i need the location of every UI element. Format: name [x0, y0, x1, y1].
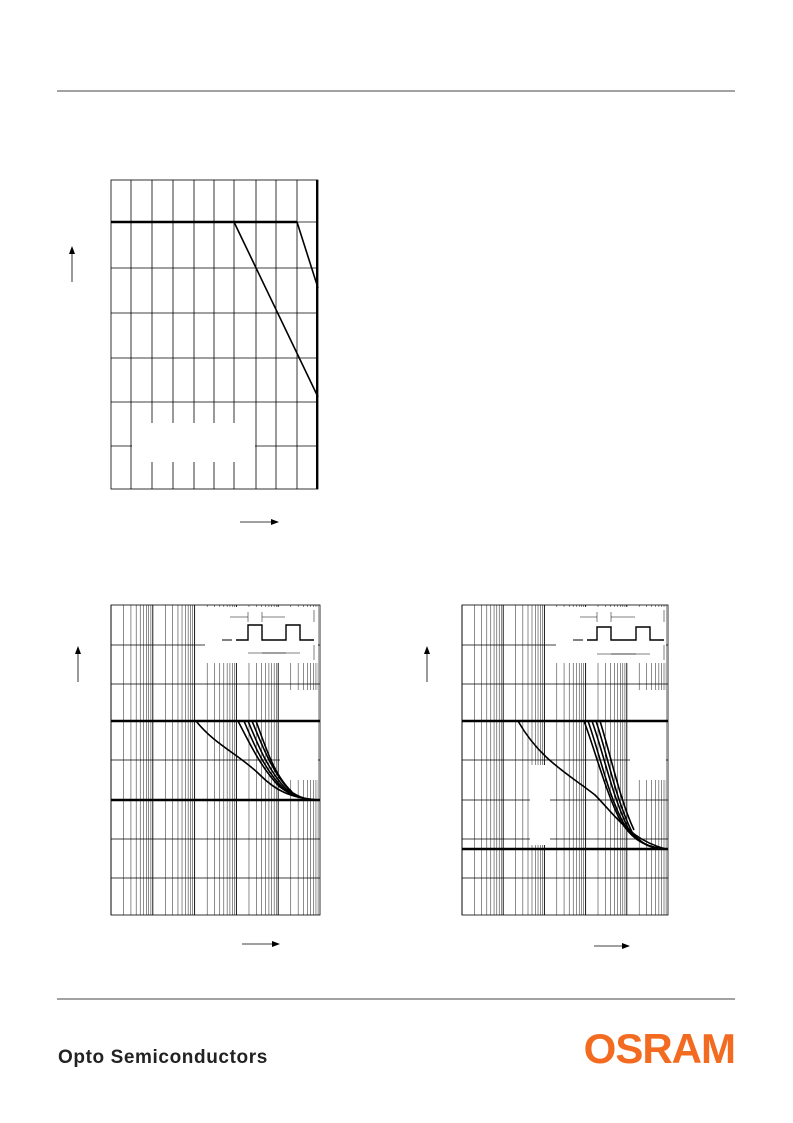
arrowhead [424, 646, 430, 654]
derating-chart [69, 179, 319, 525]
curve [595, 720, 667, 850]
arrowhead [271, 519, 279, 525]
pulse-inset [573, 610, 665, 660]
pulse-inset [222, 610, 315, 660]
label-area [530, 765, 550, 845]
label-area [280, 690, 318, 780]
label-area [630, 690, 666, 780]
label-area [132, 423, 255, 462]
arrowhead [75, 646, 81, 654]
pulse-chart [424, 604, 669, 949]
curve [599, 720, 635, 831]
arrowhead [622, 943, 630, 949]
pulse-chart [75, 604, 321, 947]
logo: OSRAM [584, 1025, 735, 1072]
arrowhead [272, 941, 280, 947]
curve [296, 221, 319, 289]
arrowhead [69, 246, 75, 254]
curve [517, 720, 667, 850]
curve [233, 221, 319, 398]
curve [255, 720, 293, 793]
division-name: Opto Semiconductors [58, 1047, 268, 1068]
